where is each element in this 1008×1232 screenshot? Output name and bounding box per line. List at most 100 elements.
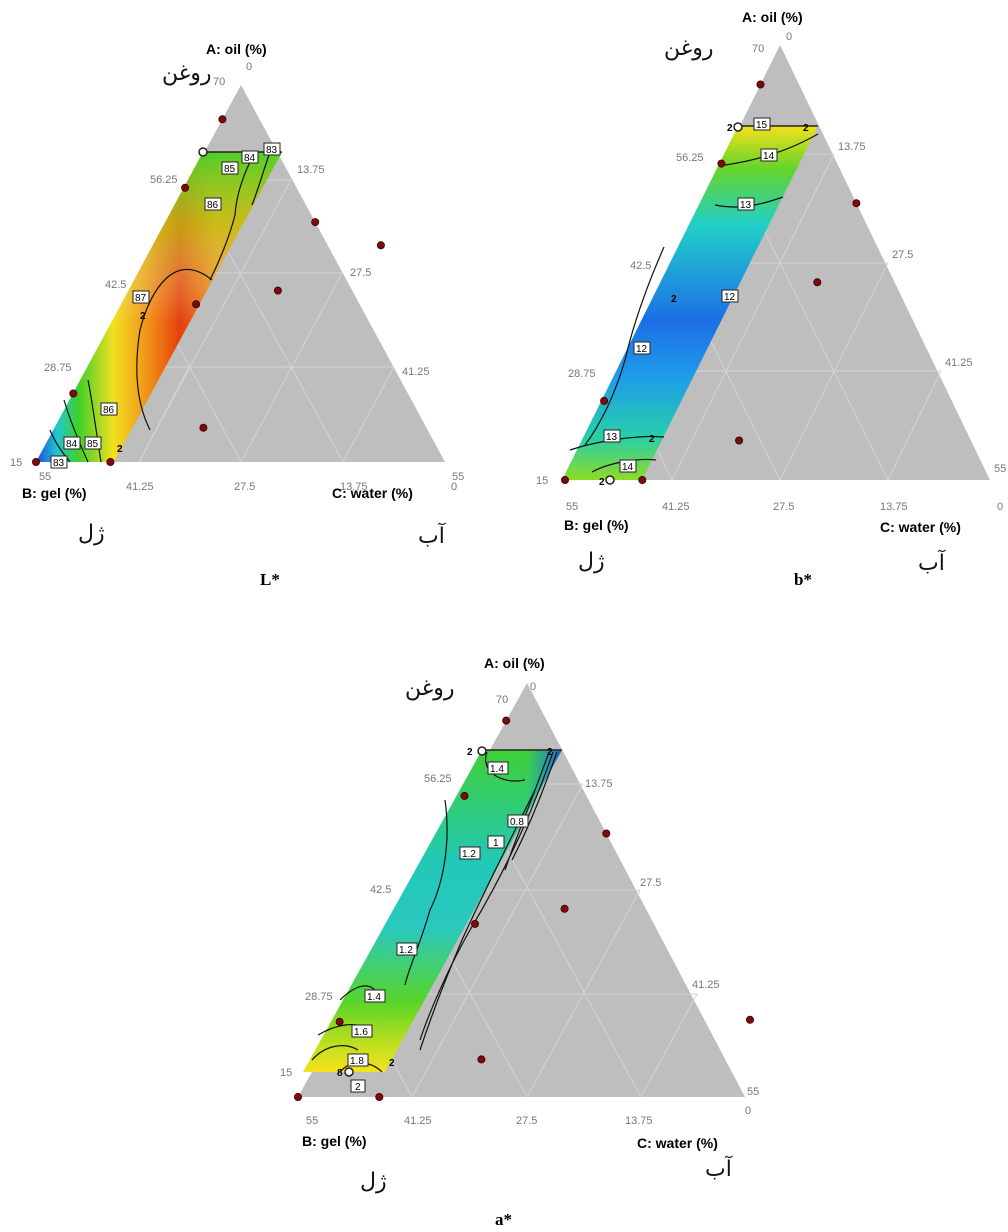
contour-label: 84: [244, 153, 256, 164]
design-point-open: [477, 746, 487, 756]
tick-c: 27.5: [640, 877, 661, 889]
tick-b: 13.75: [880, 501, 908, 513]
contour-label: 1: [493, 838, 499, 849]
design-point: [852, 199, 861, 208]
tick-a: 56.25: [424, 773, 452, 785]
design-point: [69, 389, 78, 398]
tick-a: 70: [496, 694, 508, 706]
tick-b: 27.5: [516, 1115, 537, 1127]
contour-label: 12: [636, 344, 648, 355]
tick-a: 42.5: [370, 884, 391, 896]
feasible-region-shading: [36, 152, 282, 462]
design-point: [192, 300, 201, 309]
tick-b: 27.5: [234, 481, 255, 493]
axis-label-b-persian: ژل: [360, 1169, 387, 1194]
axis-label-b: B: gel (%): [302, 1133, 367, 1149]
tick-a: 15: [280, 1067, 292, 1079]
tick-c: 41.25: [692, 979, 720, 991]
tick-a: 56.25: [676, 152, 704, 164]
design-point: [375, 1093, 384, 1102]
axis-label-a-persian: روغن: [664, 36, 714, 61]
point-label: 2: [803, 123, 809, 134]
panel-caption: a*: [495, 1210, 512, 1229]
contour-label: 13: [606, 432, 618, 443]
tick-a: 42.5: [630, 260, 651, 272]
design-point: [273, 286, 282, 295]
tick-c: 27.5: [892, 249, 913, 261]
design-point: [756, 80, 765, 89]
contour-label: 86: [103, 405, 115, 416]
tick-c: 55: [452, 471, 464, 483]
design-point: [600, 396, 609, 405]
contour-label: 12: [724, 292, 736, 303]
design-point: [502, 716, 511, 725]
tick-c: 55: [747, 1086, 759, 1098]
contour-lines: [49, 151, 271, 463]
design-point: [746, 1015, 755, 1024]
design-point: [561, 475, 570, 484]
contour-label: 14: [622, 462, 634, 473]
panel-b-star: 15 14 13 12 12 13 14 2 2 2 2 2 A: oil (%…: [536, 9, 1006, 589]
point-label: 2: [599, 477, 605, 488]
contour-label: 84: [66, 439, 78, 450]
design-point: [376, 241, 385, 250]
contour-label: 0.8: [510, 817, 524, 828]
tick-b: 13.75: [340, 481, 368, 493]
tick-a: 28.75: [44, 362, 72, 374]
tick-a: 42.5: [105, 279, 126, 291]
tick-b: 0: [451, 481, 457, 493]
axis-label-a: A: oil (%): [484, 655, 545, 671]
tick-c: 27.5: [350, 267, 371, 279]
design-point: [602, 829, 611, 838]
tick-a: 28.75: [568, 368, 596, 380]
tick-a: 70: [752, 43, 764, 55]
design-point: [735, 436, 744, 445]
tick-b: 41.25: [404, 1115, 432, 1127]
point-label: 2: [727, 123, 733, 134]
contour-label: 1.2: [462, 849, 476, 860]
design-points: [293, 716, 755, 1102]
tick-b: 0: [997, 501, 1003, 513]
panel-caption: b*: [794, 570, 812, 589]
contour-label: 1.4: [367, 992, 381, 1003]
axis-label-b: B: gel (%): [22, 485, 87, 501]
design-point: [311, 218, 320, 227]
tick-c: 13.75: [585, 778, 613, 790]
contour-label: 1.2: [399, 945, 413, 956]
contour-labels: 1.4 0.8 1.2 1 1.2 1.4 1.6 1.8 2: [347, 761, 529, 1093]
contour-label: 85: [87, 439, 99, 450]
axis-label-b: B: gel (%): [564, 517, 629, 533]
tick-b: 27.5: [773, 501, 794, 513]
axis-label-c-persian: آب: [705, 1155, 733, 1182]
axis-label-c-persian: آب: [418, 522, 446, 549]
tick-b: 13.75: [625, 1115, 653, 1127]
axis-label-b-persian: ژل: [78, 521, 105, 546]
design-point: [293, 1093, 302, 1102]
design-point-open: [344, 1067, 354, 1077]
panel-caption: L*: [260, 570, 280, 589]
contour-labels: 83 84 85 86 87 86 84 85 83: [50, 142, 281, 469]
tick-b: 55: [566, 501, 578, 513]
axis-label-a-persian: روغن: [162, 61, 212, 86]
axis-label-a-persian: روغن: [405, 676, 455, 701]
contour-label: 1.4: [490, 764, 504, 775]
design-points: [561, 80, 861, 484]
point-label: 8: [337, 1068, 343, 1079]
design-point-open: [605, 475, 615, 485]
axis-label-c: C: water (%): [880, 519, 961, 535]
tick-a: 70: [213, 76, 225, 88]
contour-label: 85: [224, 164, 236, 175]
design-point: [717, 159, 726, 168]
design-point: [199, 423, 208, 432]
contour-label: 15: [756, 120, 768, 131]
contour-label: 87: [135, 293, 147, 304]
tick-c: 0: [786, 31, 792, 43]
feasible-region: [562, 126, 818, 480]
tick-b: 55: [39, 471, 51, 483]
design-point: [477, 1055, 486, 1064]
contour-label: 1.6: [354, 1027, 368, 1038]
point-label: 2: [140, 311, 146, 322]
contour-label: 86: [207, 200, 219, 211]
design-point: [460, 791, 469, 800]
design-point: [560, 904, 569, 913]
